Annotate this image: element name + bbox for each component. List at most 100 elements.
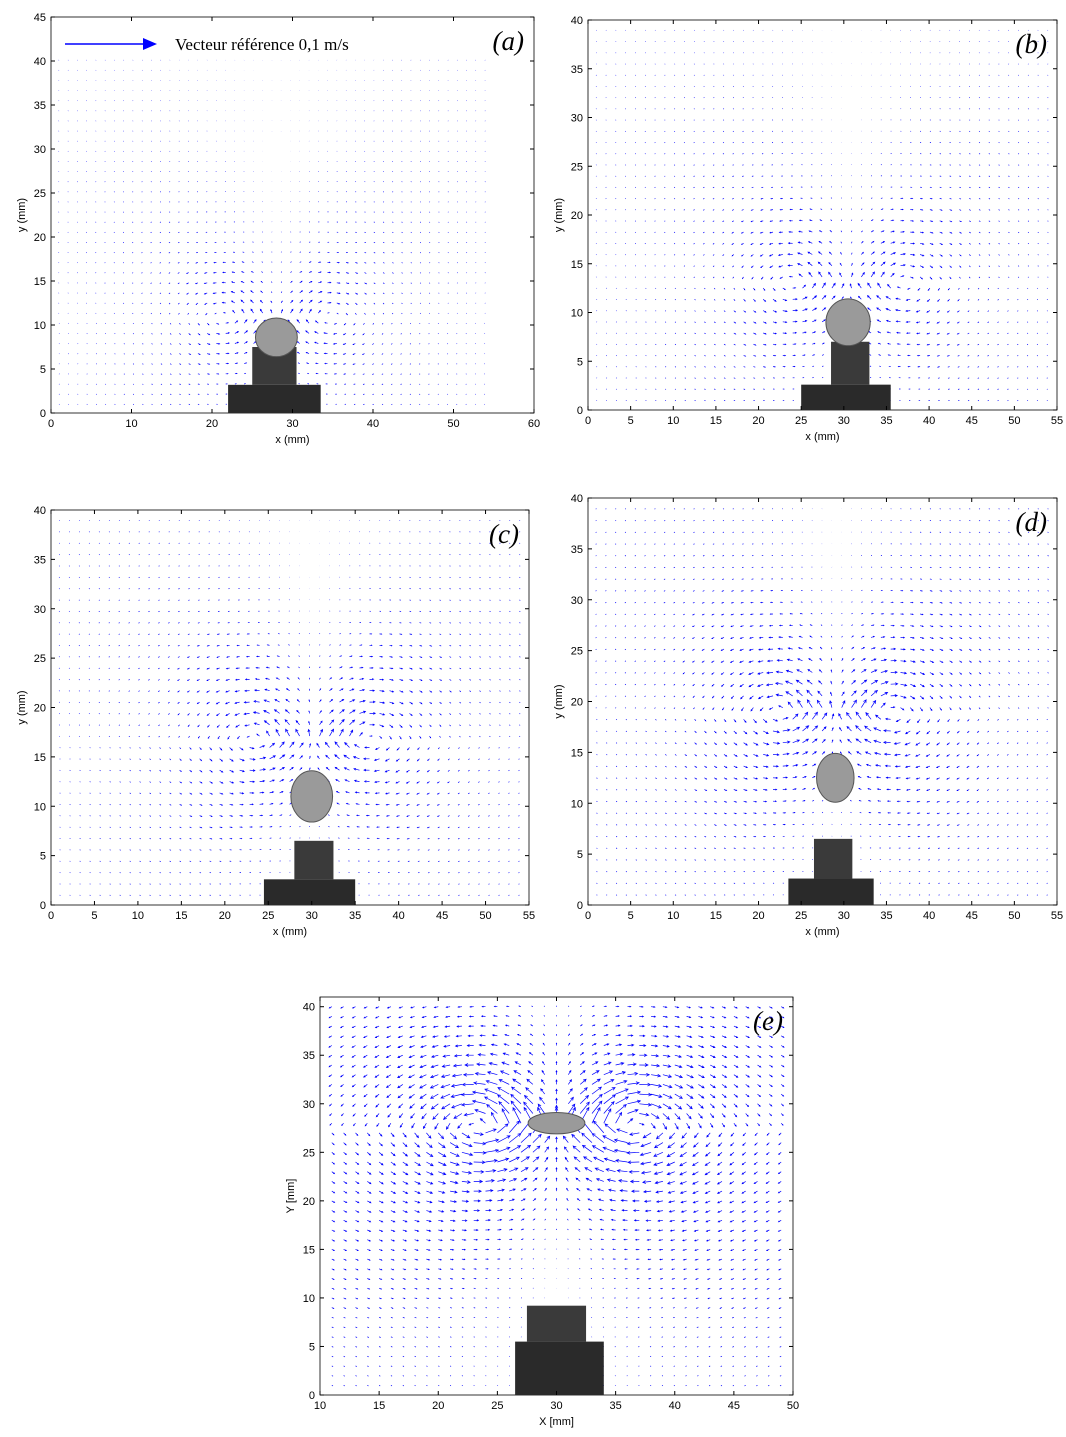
- panel: 0 5 10 15 20 25 30 35 40 45 50 55 0 5 10 15 20 25 30 35 40 x …: [16, 505, 535, 938]
- y-tick-label: 35: [34, 554, 46, 566]
- drop: [816, 752, 855, 803]
- panel-label: (d): [1016, 507, 1047, 537]
- x-tick-label: 25: [795, 415, 807, 427]
- panel: 10 15 20 25 30 35 40 45 50 0 5 10 15 20 25 30 35 40 X [mm]…: [285, 996, 799, 1428]
- y-tick-label: 0: [309, 1390, 315, 1402]
- y-tick-label: 15: [34, 752, 46, 764]
- x-tick-label: 45: [966, 910, 978, 922]
- x-tick-label: 40: [393, 910, 405, 922]
- x-tick-label: 20: [752, 415, 764, 427]
- vector-field: [595, 29, 1049, 402]
- nozzle-base: [263, 879, 356, 905]
- y-tick-label: 40: [571, 493, 583, 505]
- x-tick-label: 30: [838, 415, 850, 427]
- y-tick-label: 0: [40, 900, 46, 912]
- y-tick-label: 30: [571, 595, 583, 607]
- plot-area: [587, 19, 1058, 411]
- panel: 0 10 20 30 40 50 60 0 5 10 15 20 25 30 35 40 45 x (mm) y (…: [16, 12, 540, 446]
- y-tick-label: 10: [571, 308, 583, 320]
- x-tick-label: 50: [447, 418, 459, 430]
- x-tick-label: 30: [550, 1400, 562, 1412]
- y-tick-label: 20: [34, 703, 46, 715]
- x-tick-label: 0: [48, 418, 54, 430]
- drop: [825, 298, 871, 347]
- x-tick-label: 10: [667, 910, 679, 922]
- x-tick-label: 50: [1008, 910, 1020, 922]
- x-tick-label: 25: [795, 910, 807, 922]
- y-tick-label: 45: [34, 12, 46, 24]
- x-tick-label: 50: [1008, 415, 1020, 427]
- y-tick-label: 35: [303, 1050, 315, 1062]
- y-tick-label: 20: [303, 1196, 315, 1208]
- y-tick-label: 0: [577, 405, 583, 417]
- x-tick-label: 25: [491, 1400, 503, 1412]
- nozzle-base: [515, 1341, 604, 1395]
- x-tick-label: 55: [1051, 910, 1063, 922]
- y-tick-label: 5: [577, 356, 583, 368]
- y-tick-label: 40: [34, 56, 46, 68]
- annotation: Vecteur référence 0,1 m/s: [175, 35, 349, 54]
- x-tick-label: 45: [436, 910, 448, 922]
- y-tick-label: 10: [303, 1293, 315, 1305]
- y-tick-label: 25: [571, 161, 583, 173]
- y-tick-label: 10: [571, 798, 583, 810]
- x-tick-label: 35: [880, 910, 892, 922]
- y-tick-label: 20: [34, 232, 46, 244]
- y-tick-label: 5: [309, 1341, 315, 1353]
- x-tick-label: 45: [728, 1400, 740, 1412]
- y-tick-label: 5: [40, 851, 46, 863]
- x-tick-label: 35: [880, 415, 892, 427]
- x-tick-label: 55: [523, 910, 535, 922]
- nozzle-stem: [831, 341, 870, 385]
- x-tick-label: 15: [710, 415, 722, 427]
- drop: [527, 1112, 586, 1135]
- x-tick-label: 40: [367, 418, 379, 430]
- x-tick-label: 15: [175, 910, 187, 922]
- x-tick-label: 10: [125, 418, 137, 430]
- x-tick-label: 35: [610, 1400, 622, 1412]
- y-tick-label: 30: [34, 144, 46, 156]
- x-tick-label: 30: [306, 910, 318, 922]
- panel-label: (a): [493, 26, 524, 56]
- y-tick-label: 15: [34, 276, 46, 288]
- panel-label: (e): [753, 1006, 783, 1036]
- x-tick-label: 45: [966, 415, 978, 427]
- nozzle-base: [788, 878, 874, 905]
- y-tick-label: 10: [34, 801, 46, 813]
- x-tick-label: 5: [628, 910, 634, 922]
- y-tick-label: 40: [303, 1002, 315, 1014]
- x-tick-label: 0: [585, 910, 591, 922]
- nozzle-stem: [526, 1305, 587, 1342]
- y-tick-label: 15: [303, 1244, 315, 1256]
- x-tick-label: 10: [314, 1400, 326, 1412]
- vector-field: [595, 508, 1049, 896]
- y-axis-label: y (mm): [553, 198, 565, 232]
- y-tick-label: 30: [303, 1099, 315, 1111]
- panel-label: (c): [489, 519, 519, 549]
- vector-field: [58, 520, 521, 896]
- x-tick-label: 5: [628, 415, 634, 427]
- x-axis-label: x (mm): [805, 431, 839, 443]
- x-axis-label: X [mm]: [539, 1416, 574, 1428]
- x-tick-label: 10: [667, 415, 679, 427]
- panel: 0 5 10 15 20 25 30 35 40 45 50 55 0 5 10 15 20 25 30 35 40 x …: [553, 493, 1063, 938]
- x-tick-label: 55: [1051, 415, 1063, 427]
- y-tick-label: 5: [40, 364, 46, 376]
- y-tick-label: 30: [571, 113, 583, 125]
- x-tick-label: 50: [787, 1400, 799, 1412]
- y-tick-label: 25: [303, 1147, 315, 1159]
- y-tick-label: 15: [571, 747, 583, 759]
- y-tick-label: 25: [34, 188, 46, 200]
- reference-arrowhead: [143, 38, 157, 50]
- x-tick-label: 10: [132, 910, 144, 922]
- y-axis-label: y (mm): [16, 690, 28, 724]
- x-tick-label: 25: [262, 910, 274, 922]
- y-tick-label: 20: [571, 210, 583, 222]
- y-tick-label: 25: [34, 653, 46, 665]
- x-tick-label: 50: [479, 910, 491, 922]
- drop: [290, 770, 334, 823]
- y-tick-label: 25: [571, 646, 583, 658]
- x-tick-label: 20: [432, 1400, 444, 1412]
- y-tick-label: 5: [577, 849, 583, 861]
